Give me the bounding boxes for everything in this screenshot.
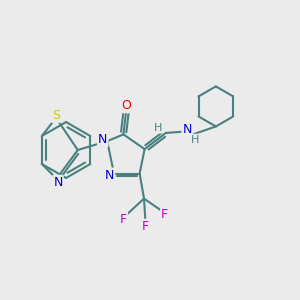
Text: H: H	[191, 135, 200, 145]
Text: F: F	[120, 213, 127, 226]
Text: N: N	[53, 176, 63, 189]
Text: N: N	[98, 133, 107, 146]
Text: S: S	[52, 109, 60, 122]
Text: O: O	[122, 99, 131, 112]
Text: H: H	[154, 123, 163, 133]
Text: N: N	[182, 124, 192, 136]
Text: F: F	[161, 208, 168, 221]
Text: F: F	[142, 220, 149, 233]
Text: N: N	[105, 169, 114, 182]
